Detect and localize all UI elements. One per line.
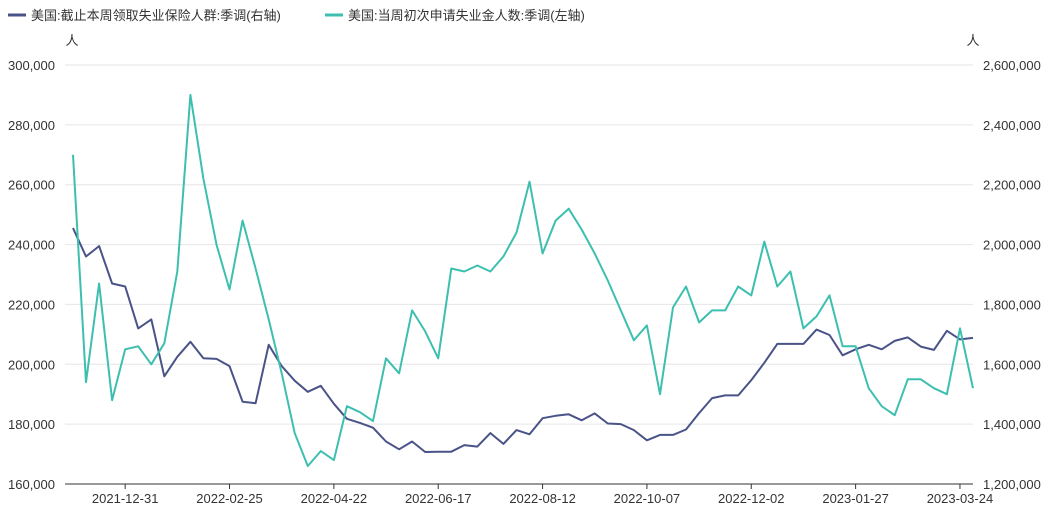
x-axis-tick-label: 2021-12-31 — [92, 491, 159, 506]
left-axis-unit: 人 — [65, 33, 78, 48]
x-axis-tick-label: 2022-12-02 — [718, 491, 785, 506]
right-axis-tick-label: 2,600,000 — [983, 58, 1041, 73]
legend-label: 美国:当周初次申请失业金人数:季调(左轴) — [348, 8, 585, 23]
x-axis-tick-label: 2022-08-12 — [509, 491, 576, 506]
x-axis-tick-label: 2022-02-25 — [196, 491, 263, 506]
legend: 美国:截止本周领取失业保险人群:季调(右轴) 美国:当周初次申请失业金人数:季调(… — [8, 8, 585, 23]
right-axis-tick-label: 2,000,000 — [983, 238, 1041, 253]
left-axis-tick-label: 180,000 — [8, 417, 55, 432]
right-axis-tick-label: 2,400,000 — [983, 118, 1041, 133]
right-axis-tick-label: 1,800,000 — [983, 297, 1041, 312]
left-axis-tick-label: 200,000 — [8, 357, 55, 372]
left-axis-tick-label: 300,000 — [8, 58, 55, 73]
right-axis-tick-label: 1,200,000 — [983, 477, 1041, 492]
left-axis-tick-label: 240,000 — [8, 238, 55, 253]
series-line-continuing-claims — [72, 227, 974, 453]
grid-lines — [65, 64, 973, 425]
x-axis-tick-label: 2023-01-27 — [822, 491, 889, 506]
series-line-initial-claims — [72, 93, 974, 467]
right-axis-tick-label: 2,200,000 — [983, 178, 1041, 193]
right-axis-unit: 人 — [966, 33, 979, 48]
right-axis-tick-label: 1,400,000 — [983, 417, 1041, 432]
left-axis-tick-label: 160,000 — [8, 477, 55, 492]
left-axis-tick-label: 220,000 — [8, 297, 55, 312]
axes: 160,000 180,000 200,000 220,000 240,000 260,0… — [8, 33, 1041, 506]
left-axis-tick-label: 280,000 — [8, 118, 55, 133]
right-axis-tick-label: 1,600,000 — [983, 357, 1041, 372]
x-axis-tick-label: 2022-06-17 — [405, 491, 472, 506]
left-axis-tick-label: 260,000 — [8, 178, 55, 193]
x-axis-tick-label: 2022-10-07 — [614, 491, 681, 506]
x-axis-tick-label: 2023-03-24 — [927, 491, 994, 506]
legend-label: 美国:截止本周领取失业保险人群:季调(右轴) — [31, 8, 281, 23]
series-lines — [72, 93, 974, 467]
x-axis-tick-label: 2022-04-22 — [301, 491, 368, 506]
